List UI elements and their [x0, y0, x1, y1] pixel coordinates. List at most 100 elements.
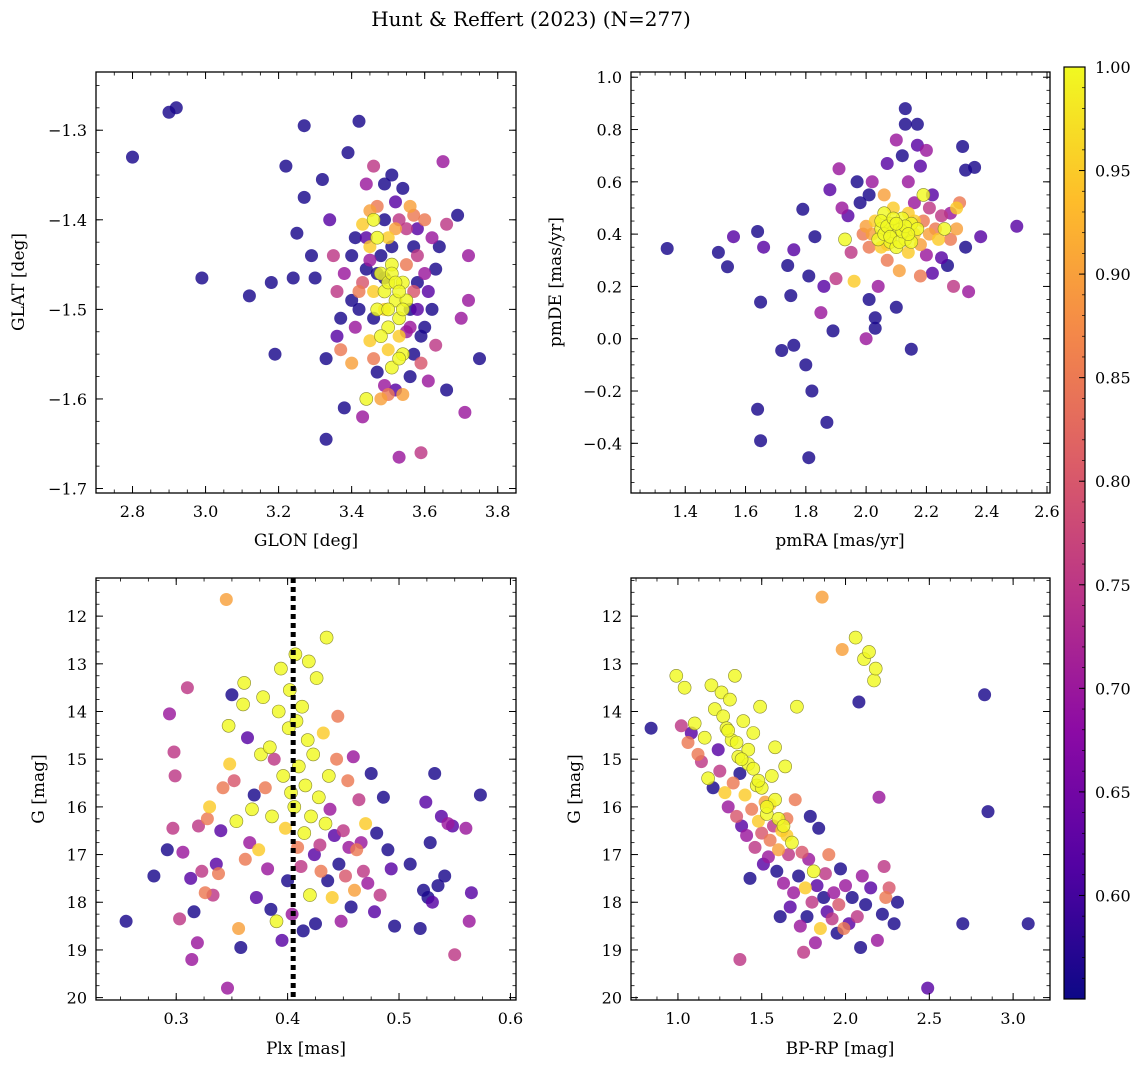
scatter-point: [959, 240, 973, 254]
scatter-point: [216, 781, 230, 795]
scatter-point: [847, 274, 861, 288]
scatter-point: [345, 249, 359, 263]
x-tick-label: 1.6: [733, 502, 758, 521]
y-tick-label: −1.7: [48, 480, 87, 499]
scatter-point: [697, 730, 712, 745]
scatter-point: [418, 213, 432, 227]
scatter-point: [440, 217, 454, 231]
scatter-point: [348, 231, 362, 245]
scatter-point: [763, 833, 777, 847]
scatter-point: [875, 907, 889, 921]
scatter-point: [214, 824, 228, 838]
scatter-point: [425, 231, 439, 245]
scatter-point: [169, 101, 183, 115]
scatter-point: [198, 886, 212, 900]
scatter-point: [925, 266, 939, 280]
y-tick-label: 0.4: [597, 225, 622, 244]
ticks-pmra-pmde: 1.4 1.6 1.8 2.0 2.2 2.4 2.6 −0.4 −0.2 0.0 0.2 0.4 0.…: [583, 68, 1060, 521]
scatter-point: [853, 196, 867, 210]
x-axis-label: pmRA [mas/yr]: [775, 531, 904, 551]
scatter-point: [721, 800, 735, 814]
scatter-point: [378, 177, 391, 191]
scatter-point: [428, 767, 442, 780]
scatter-point: [245, 802, 259, 817]
scatter-point: [733, 767, 747, 780]
y-tick-label: 13: [67, 655, 87, 674]
scatter-point: [729, 735, 744, 750]
scatter-point: [889, 300, 903, 314]
ticks-glon-glat: 2.8 3.0 3.2 3.4 3.6 3.8 −1.7 −1.6 −1.5 −1.4 −1.3: [48, 72, 517, 521]
scatter-point: [887, 917, 901, 931]
scatter-point: [229, 814, 244, 829]
x-tick-label: 0.4: [275, 1009, 300, 1028]
scatter-point: [176, 845, 190, 859]
scatter-point: [236, 697, 250, 712]
scatter-point: [403, 857, 417, 871]
y-tick-label: −1.6: [48, 390, 87, 409]
scatter-point: [761, 850, 775, 864]
scatter-point: [345, 293, 359, 307]
scatter-point: [814, 306, 828, 320]
plot-frame: [630, 577, 1051, 1001]
scatter-point: [835, 643, 849, 656]
scatter-point: [743, 871, 757, 885]
scatter-point: [309, 671, 324, 685]
scatter-point: [319, 630, 334, 645]
scatter-point: [425, 895, 439, 909]
scatter-point: [392, 329, 406, 343]
colorbar-tick-label: 1.00: [1095, 58, 1131, 77]
scatter-point: [837, 922, 851, 935]
scatter-point: [350, 843, 364, 857]
scatter-point: [306, 747, 321, 762]
scatter-points-glon-glat: [126, 101, 486, 464]
scatter-point: [826, 324, 840, 338]
scatter-point: [741, 742, 756, 757]
scatter-point: [730, 809, 744, 823]
scatter-point: [818, 867, 832, 881]
ticks-bprp-g: 1.0 1.5 2.0 2.5 3.0 12 13 14 15 16 17 18 19 20: [602, 578, 1050, 1028]
scatter-point: [711, 743, 725, 757]
x-tick-label: 0.3: [163, 1009, 188, 1028]
scatter-point: [346, 750, 360, 764]
scatter-point: [723, 692, 737, 707]
scatter-point: [868, 321, 882, 335]
scatter-point: [374, 329, 388, 344]
scatter-point: [674, 719, 688, 733]
scatter-point: [319, 352, 333, 366]
scatter-point: [274, 661, 288, 676]
y-axis-label: G [mag]: [565, 754, 585, 823]
scatter-point: [297, 119, 311, 133]
scatter-point: [805, 895, 819, 909]
scatter-point: [802, 451, 816, 465]
scatter-point: [850, 175, 864, 189]
x-axis-label: BP-RP [mag]: [786, 1039, 895, 1059]
scatter-point: [403, 199, 417, 213]
scatter-point: [459, 821, 473, 835]
scatter-point: [237, 676, 251, 690]
scatter-point: [418, 267, 432, 280]
scatter-point: [753, 699, 767, 714]
y-tick-label: −0.4: [583, 434, 622, 453]
scatter-point: [864, 881, 878, 895]
scatter-point: [721, 260, 734, 274]
scatter-point: [867, 673, 881, 688]
y-tick-label: 12: [67, 607, 87, 626]
y-tick-label: 19: [67, 941, 87, 960]
scatter-point: [817, 891, 831, 904]
scatter-point: [751, 773, 766, 788]
scatter-point: [221, 981, 234, 995]
scatter-point: [421, 285, 435, 298]
scatter-point: [225, 688, 239, 702]
scatter-point: [845, 891, 859, 904]
scatter-point: [713, 764, 727, 778]
scatter-point: [238, 852, 252, 866]
scatter-point: [410, 222, 424, 236]
scatter-point: [889, 216, 904, 231]
scatter-point: [839, 879, 852, 893]
scatter-point: [440, 383, 454, 397]
scatter-point: [944, 232, 957, 246]
scatter-point: [316, 726, 330, 740]
scatter-point: [261, 862, 275, 876]
colorbar-tick-label: 0.75: [1095, 576, 1131, 595]
scatter-point: [937, 222, 952, 236]
